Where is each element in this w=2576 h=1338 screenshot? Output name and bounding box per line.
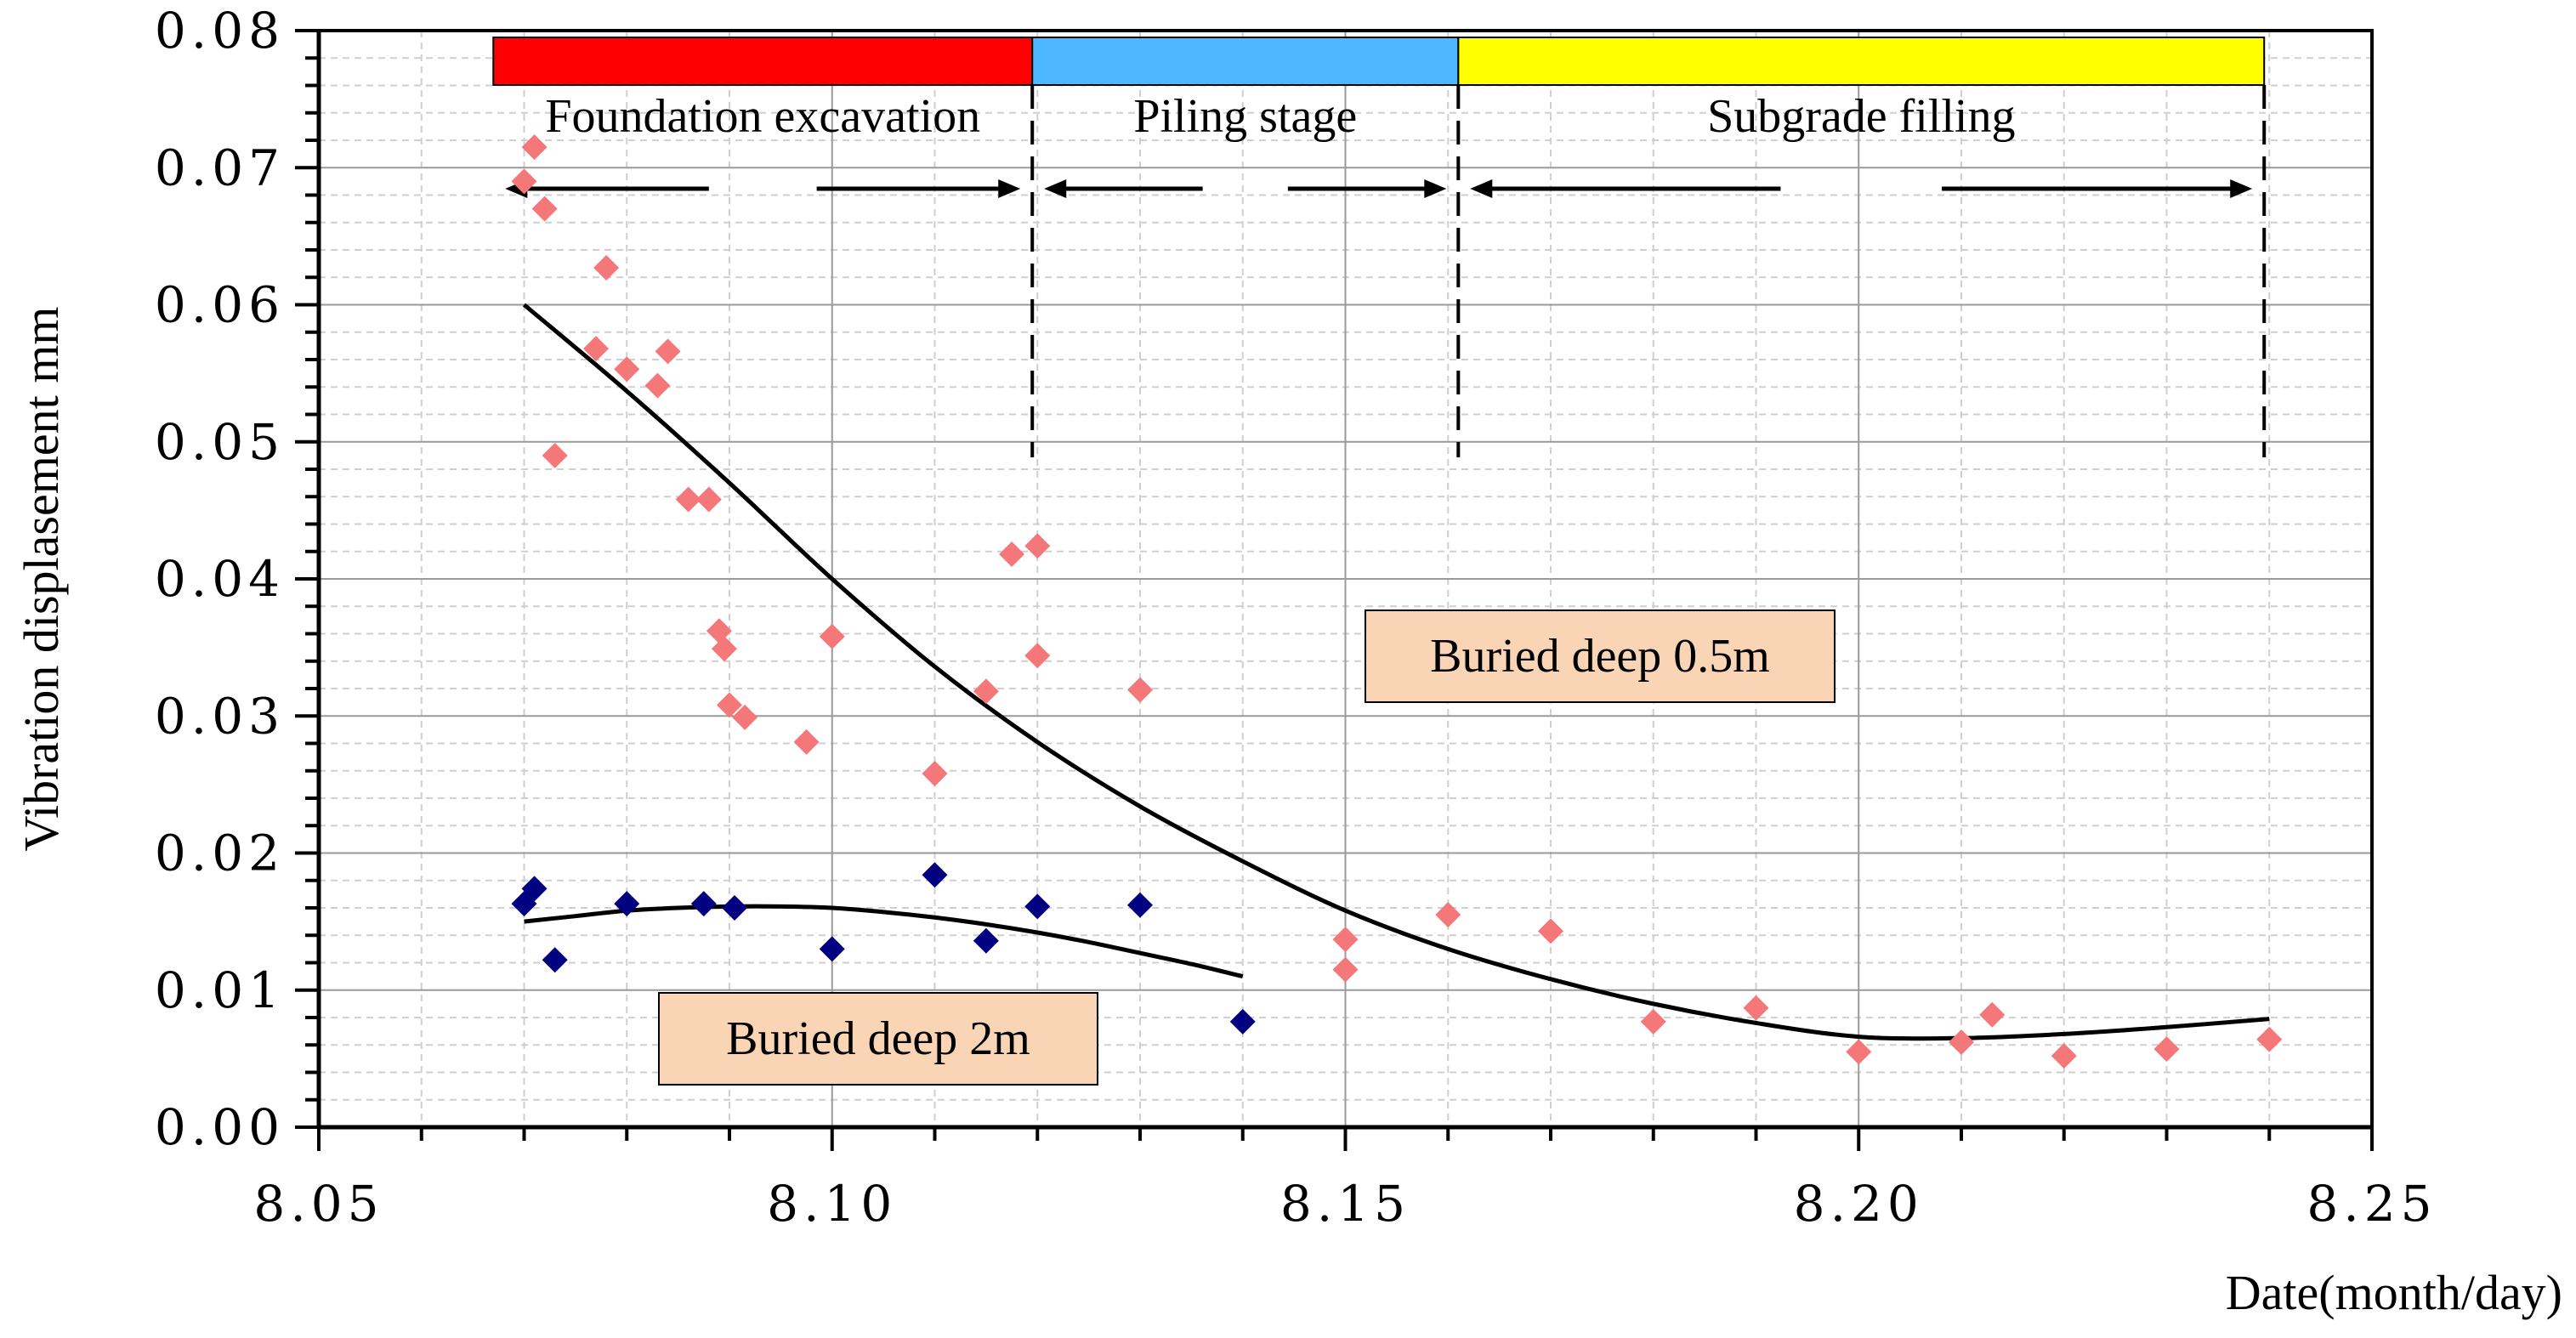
data-point-buried-0-5m bbox=[1640, 1008, 1666, 1035]
y-tick-label: 0.00 bbox=[155, 1098, 285, 1156]
data-point-buried-0-5m bbox=[1127, 677, 1153, 703]
data-point-buried-0-5m bbox=[593, 254, 620, 281]
stage-label: Piling stage bbox=[1133, 90, 1357, 143]
data-point-buried-0-5m bbox=[1024, 643, 1051, 669]
data-point-buried-0-5m bbox=[973, 678, 999, 705]
data-point-buried-0-5m bbox=[583, 336, 610, 362]
data-point-buried-2m bbox=[521, 876, 548, 902]
stage-arrowhead-right bbox=[2230, 179, 2253, 198]
x-axis-title: Date(month/day) bbox=[2226, 1265, 2562, 1320]
data-point-buried-0-5m bbox=[2051, 1043, 2077, 1069]
stage-bar bbox=[1031, 37, 1460, 86]
label-buried-2m: Buried deep 2m bbox=[726, 1012, 1030, 1065]
y-axis: 0.00 0.01 0.02 0.03 0.04 0.05 0.06 0.07 0.08 bbox=[155, 2, 321, 1156]
data-point-buried-0-5m bbox=[1332, 956, 1359, 983]
stage-arrowhead-left bbox=[1470, 179, 1493, 198]
data-point-buried-2m bbox=[973, 927, 999, 954]
y-tick-label: 0.03 bbox=[155, 687, 285, 745]
stage-label: Foundation excavation bbox=[545, 90, 980, 143]
data-point-buried-0-5m bbox=[999, 541, 1025, 567]
series-buried-2m bbox=[511, 862, 1256, 1035]
data-point-buried-0-5m bbox=[1024, 533, 1051, 559]
data-point-buried-0-5m bbox=[1846, 1039, 1872, 1065]
stage-arrows bbox=[505, 179, 2253, 198]
series-buried-0-5m bbox=[511, 134, 2283, 1069]
stage-arrowhead-right bbox=[998, 179, 1021, 198]
data-point-buried-0-5m bbox=[542, 442, 568, 468]
data-point-buried-2m bbox=[819, 936, 845, 962]
stage-bars bbox=[492, 37, 2266, 86]
data-point-buried-0-5m bbox=[531, 196, 558, 222]
data-point-buried-2m bbox=[1127, 892, 1153, 918]
data-point-buried-0-5m bbox=[819, 623, 845, 649]
stage-bar bbox=[492, 37, 1034, 86]
y-axis-title: Vibration displasement mm bbox=[14, 307, 69, 852]
data-point-buried-2m bbox=[1024, 893, 1051, 920]
y-tick-label: 0.05 bbox=[155, 413, 285, 471]
stage-arrowhead-left bbox=[1044, 179, 1067, 198]
x-tick-label: 8.15 bbox=[1280, 1175, 1410, 1233]
data-point-buried-0-5m bbox=[2153, 1036, 2180, 1063]
stage-label: Subgrade filling bbox=[1707, 90, 2015, 143]
stage-arrowhead-right bbox=[1424, 179, 1447, 198]
data-point-buried-0-5m bbox=[655, 338, 681, 365]
x-tick-label: 8.10 bbox=[767, 1175, 897, 1233]
data-point-buried-0-5m bbox=[1979, 1001, 2006, 1028]
data-point-buried-0-5m bbox=[614, 356, 640, 383]
stage-bar bbox=[1457, 37, 2266, 86]
data-point-buried-0-5m bbox=[717, 692, 742, 718]
data-point-buried-0-5m bbox=[511, 168, 537, 195]
x-tick-label: 8.20 bbox=[1794, 1175, 1924, 1233]
stage-dividers bbox=[1030, 85, 2267, 457]
y-tick-label: 0.01 bbox=[155, 961, 285, 1019]
trend-line-buried-2m bbox=[524, 904, 1244, 979]
data-point-buried-2m bbox=[542, 947, 568, 973]
y-tick-label: 0.06 bbox=[155, 276, 285, 334]
data-point-buried-0-5m bbox=[793, 729, 820, 755]
data-point-buried-2m bbox=[722, 895, 748, 921]
data-point-buried-0-5m bbox=[644, 372, 671, 399]
y-tick-label: 0.08 bbox=[155, 2, 285, 60]
data-point-buried-0-5m bbox=[675, 486, 701, 513]
data-point-buried-2m bbox=[690, 891, 717, 917]
data-point-buried-0-5m bbox=[711, 636, 737, 662]
label-box-buried-0-5m: Buried deep 0.5m bbox=[1365, 609, 1836, 703]
data-point-buried-0-5m bbox=[1538, 918, 1563, 944]
data-point-buried-0-5m bbox=[1949, 1029, 1974, 1056]
data-point-buried-2m bbox=[614, 891, 640, 917]
x-tick-label: 8.05 bbox=[253, 1175, 383, 1233]
data-point-buried-0-5m bbox=[1332, 927, 1359, 953]
x-axis: 8.05 8.10 8.15 8.20 8.25 bbox=[253, 1125, 2437, 1233]
data-point-buried-0-5m bbox=[732, 704, 758, 730]
stage-labels: Foundation excavation Piling stage Subgrad… bbox=[545, 90, 2015, 143]
x-tick-label: 8.25 bbox=[2306, 1175, 2437, 1233]
data-point-buried-2m bbox=[1229, 1008, 1256, 1035]
data-point-buried-0-5m bbox=[1743, 995, 1769, 1021]
data-point-buried-0-5m bbox=[1435, 902, 1461, 928]
data-point-buried-0-5m bbox=[922, 760, 948, 786]
label-box-buried-2m: Buried deep 2m bbox=[658, 992, 1098, 1086]
y-tick-label: 0.07 bbox=[155, 139, 285, 196]
data-point-buried-0-5m bbox=[521, 134, 548, 161]
data-point-buried-0-5m bbox=[2256, 1026, 2283, 1052]
data-point-buried-0-5m bbox=[695, 486, 722, 513]
y-tick-label: 0.02 bbox=[155, 825, 285, 882]
label-buried-0-5m: Buried deep 0.5m bbox=[1430, 630, 1770, 683]
data-point-buried-2m bbox=[922, 862, 948, 888]
y-tick-label: 0.04 bbox=[155, 550, 285, 608]
